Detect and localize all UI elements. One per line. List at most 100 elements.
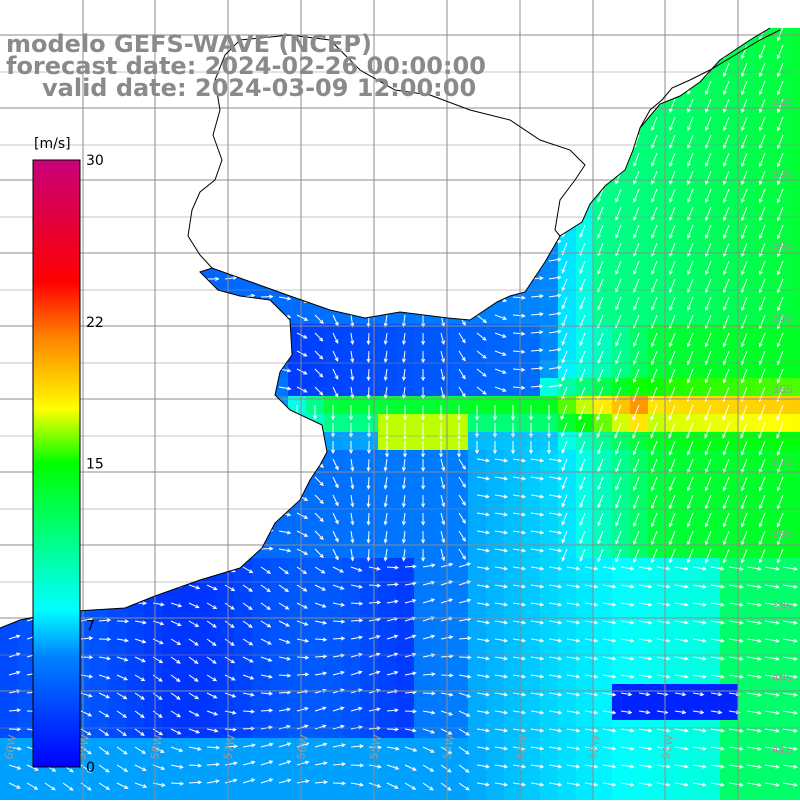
speed-cell bbox=[108, 792, 127, 800]
speed-cell bbox=[792, 324, 800, 343]
speed-cell bbox=[630, 792, 649, 800]
speed-cell bbox=[684, 792, 703, 800]
speed-cell bbox=[360, 792, 379, 800]
speed-cell bbox=[792, 306, 800, 325]
lat-label: 35S bbox=[772, 311, 793, 324]
speed-cell bbox=[162, 792, 181, 800]
speed-cell bbox=[792, 72, 800, 91]
lat-label: 36S bbox=[772, 383, 793, 396]
speed-cell bbox=[720, 792, 739, 800]
speed-cell bbox=[792, 630, 800, 649]
speed-cell bbox=[36, 792, 55, 800]
speed-cell bbox=[792, 666, 800, 685]
speed-cell bbox=[432, 792, 451, 800]
speed-cell bbox=[792, 90, 800, 109]
speed-cell bbox=[792, 162, 800, 181]
speed-cell bbox=[540, 792, 559, 800]
speed-cell bbox=[648, 792, 667, 800]
speed-cell bbox=[396, 792, 415, 800]
speed-cell bbox=[522, 792, 541, 800]
lat-label: 39S bbox=[772, 599, 793, 612]
speed-cell bbox=[612, 792, 631, 800]
speed-cell bbox=[702, 792, 721, 800]
speed-cell bbox=[792, 594, 800, 613]
speed-cell bbox=[126, 792, 145, 800]
speed-cell bbox=[792, 504, 800, 523]
speed-cell bbox=[792, 216, 800, 235]
speed-cell bbox=[270, 792, 289, 800]
speed-cell bbox=[792, 144, 800, 163]
colorbar-tick-label: 7 bbox=[86, 618, 95, 634]
lat-label: 37S bbox=[772, 455, 793, 468]
speed-cell bbox=[792, 720, 800, 739]
speed-cell bbox=[144, 792, 163, 800]
speed-cell bbox=[576, 792, 595, 800]
speed-cell bbox=[792, 792, 800, 800]
speed-cell bbox=[216, 792, 235, 800]
speed-cell bbox=[666, 792, 685, 800]
speed-cell bbox=[792, 180, 800, 199]
speed-cell bbox=[792, 738, 800, 757]
colorbar-unit: [m/s] bbox=[34, 136, 71, 152]
speed-cell bbox=[792, 702, 800, 721]
speed-cell bbox=[468, 792, 487, 800]
speed-cell bbox=[558, 792, 577, 800]
speed-cell bbox=[288, 792, 307, 800]
speed-cell bbox=[756, 792, 775, 800]
speed-cell bbox=[792, 522, 800, 541]
speed-cell bbox=[198, 792, 217, 800]
speed-cell bbox=[342, 792, 361, 800]
speed-cell bbox=[792, 126, 800, 145]
speed-cell bbox=[324, 792, 343, 800]
speed-cell bbox=[774, 792, 793, 800]
speed-cell bbox=[792, 54, 800, 73]
speed-cell bbox=[450, 792, 469, 800]
speed-cell bbox=[792, 288, 800, 307]
speed-cell bbox=[792, 432, 800, 451]
speed-cell bbox=[792, 486, 800, 505]
speed-cell bbox=[90, 792, 109, 800]
speed-cell bbox=[792, 540, 800, 559]
speed-cell bbox=[792, 270, 800, 289]
speed-cell bbox=[792, 342, 800, 361]
colorbar-tick-label: 15 bbox=[86, 457, 104, 473]
colorbar-tick-label: 0 bbox=[86, 760, 95, 776]
speed-cell bbox=[594, 792, 613, 800]
speed-cell bbox=[378, 792, 397, 800]
speed-cell bbox=[234, 792, 253, 800]
speed-cell bbox=[180, 792, 199, 800]
speed-cell bbox=[0, 792, 19, 800]
colorbar-tick-label: 30 bbox=[86, 153, 104, 169]
speed-cell bbox=[792, 198, 800, 217]
colorbar-tick-label: 22 bbox=[86, 315, 104, 331]
lat-label: 33S bbox=[772, 167, 793, 180]
speed-cell bbox=[54, 792, 73, 800]
speed-cell bbox=[792, 252, 800, 271]
speed-cell bbox=[792, 612, 800, 631]
speed-cell bbox=[18, 792, 37, 800]
speed-cell bbox=[792, 468, 800, 487]
speed-cell bbox=[72, 792, 91, 800]
speed-cell bbox=[486, 792, 505, 800]
speed-cell bbox=[792, 234, 800, 253]
lat-label: 38S bbox=[772, 527, 793, 540]
speed-cell bbox=[792, 378, 800, 397]
speed-cell bbox=[252, 792, 271, 800]
title-valid-date: valid date: 2024-03-09 12:00:00 bbox=[42, 74, 476, 102]
speed-cell bbox=[792, 774, 800, 793]
speed-cell bbox=[792, 36, 800, 55]
speed-cell bbox=[792, 108, 800, 127]
speed-cell bbox=[792, 576, 800, 595]
speed-cell bbox=[792, 756, 800, 775]
speed-cell bbox=[792, 450, 800, 469]
speed-cell bbox=[792, 558, 800, 577]
speed-cell bbox=[414, 792, 433, 800]
speed-cell bbox=[792, 414, 800, 433]
speed-cell bbox=[306, 792, 325, 800]
lat-label: 40S bbox=[772, 671, 793, 684]
lat-label: 34S bbox=[772, 239, 793, 252]
speed-cell bbox=[738, 792, 757, 800]
speed-cell bbox=[792, 648, 800, 667]
